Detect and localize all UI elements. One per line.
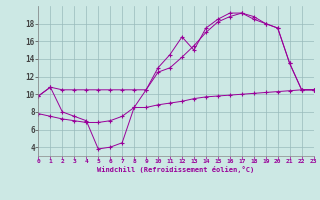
- X-axis label: Windchill (Refroidissement éolien,°C): Windchill (Refroidissement éolien,°C): [97, 166, 255, 173]
